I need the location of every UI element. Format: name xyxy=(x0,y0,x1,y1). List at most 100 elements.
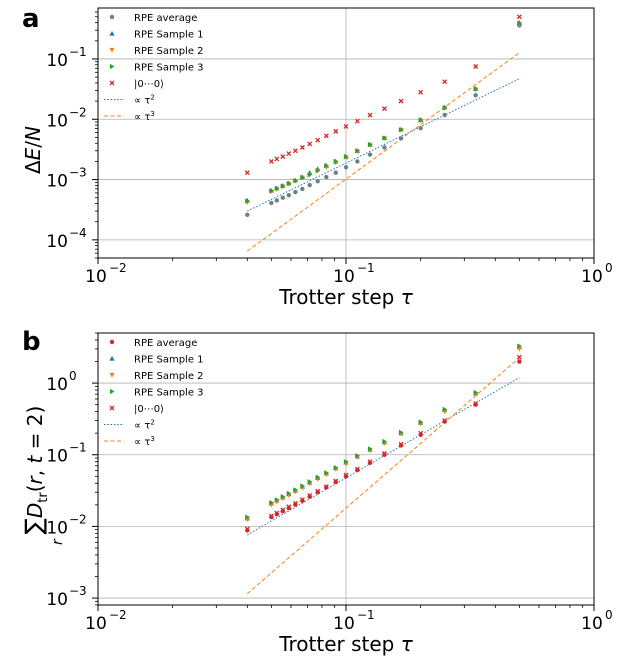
y-tick-exponent: −2 xyxy=(69,512,87,526)
data-point-rpe-average-18 xyxy=(473,93,478,98)
x-tick-label: 10 xyxy=(85,267,107,287)
data-point-rpe-average-18 xyxy=(473,402,478,407)
data-point-0-0-1 xyxy=(268,158,274,164)
legend-label-exponent: 2 xyxy=(150,419,154,427)
y-tick-label: 10 xyxy=(46,447,68,467)
data-point-0-0-9 xyxy=(323,133,329,139)
x-tick-label: 10 xyxy=(333,614,355,634)
y-tick-exponent: −3 xyxy=(69,166,87,180)
y-axis-label-sum: ∑ xyxy=(20,518,48,534)
legend: RPE average RPE Sample 1 RPE Sample 2 RPE S… xyxy=(104,13,204,123)
x-tick-exponent: 0 xyxy=(605,608,613,622)
y-tick-exponent: −1 xyxy=(69,45,87,59)
legend-label-exponent: 2 xyxy=(150,94,154,102)
x-tick-exponent: −2 xyxy=(109,261,127,275)
data-point-0-0-3 xyxy=(280,507,286,513)
x-tick-exponent: −1 xyxy=(357,261,375,275)
y-axis-label: ΔE/N xyxy=(21,126,45,174)
data-point-0-0-0 xyxy=(244,170,250,176)
data-point-0-0-15 xyxy=(398,98,404,104)
y-tick-exponent: −2 xyxy=(69,105,87,119)
data-point-0-0-19 xyxy=(516,14,522,20)
x-tick-label: 10 xyxy=(581,614,603,634)
data-point-rpe-sample-3-7 xyxy=(307,172,313,178)
y-tick-exponent: 0 xyxy=(69,369,77,383)
data-point-0-0-7 xyxy=(307,141,313,147)
data-point-0-0-3 xyxy=(280,154,286,160)
x-axis-label: Trotter step τ xyxy=(278,285,413,309)
data-point-rpe-sample-3-11 xyxy=(343,154,349,160)
legend-label-5: ∝ τ2 xyxy=(134,94,155,107)
data-point-0-0-18 xyxy=(473,64,479,69)
legend-marker-2 xyxy=(109,372,115,378)
x-tick-exponent: −2 xyxy=(109,608,127,622)
data-point-rpe-average-5 xyxy=(293,189,298,195)
data-point-rpe-average-17 xyxy=(442,112,447,118)
data-point-0-0-9 xyxy=(323,484,329,489)
data-point-rpe-average-7 xyxy=(307,494,312,499)
data-point-0-0-14 xyxy=(381,106,387,112)
legend-label-2: RPE Sample 2 xyxy=(134,371,204,382)
data-point-rpe-average-14 xyxy=(382,452,387,457)
data-point-0-0-10 xyxy=(333,478,339,484)
data-point-rpe-average-9 xyxy=(324,174,329,180)
data-point-rpe-average-0 xyxy=(245,212,250,218)
data-point-0-0-15 xyxy=(398,441,404,447)
axes-frame xyxy=(97,7,595,259)
data-point-0-0-7 xyxy=(307,493,313,498)
legend-label-6: ∝ τ3 xyxy=(134,110,155,123)
data-point-0-0-5 xyxy=(292,500,298,506)
data-point-rpe-sample-3-13 xyxy=(367,446,373,452)
legend-label-2: RPE Sample 2 xyxy=(134,46,204,57)
data-point-0-0-8 xyxy=(315,137,321,143)
data-point-0-0-6 xyxy=(299,145,305,150)
data-point-rpe-sample-3-2 xyxy=(274,497,280,503)
legend-marker-4 xyxy=(109,405,115,411)
data-point-0-0-10 xyxy=(333,128,339,134)
data-point-rpe-average-17 xyxy=(442,419,447,424)
data-point-rpe-average-19 xyxy=(517,359,522,364)
y-axis-label-rest: = 2) xyxy=(23,406,47,456)
reference-line-tau2 xyxy=(247,78,520,212)
y-axis-label-comma: , xyxy=(23,464,47,477)
data-point-rpe-average-3 xyxy=(280,195,285,200)
data-point-0-0-5 xyxy=(292,148,298,154)
data-point-rpe-average-15 xyxy=(398,443,404,448)
legend-label-1: RPE Sample 1 xyxy=(134,355,204,366)
data-point-0-0-11 xyxy=(343,123,349,129)
data-point-rpe-average-5 xyxy=(293,502,298,507)
data-point-0-0-16 xyxy=(418,430,424,436)
data-point-rpe-average-8 xyxy=(315,490,320,495)
legend-label-4: |0⋯0⟩ xyxy=(134,79,164,90)
legend-label-1: RPE Sample 1 xyxy=(134,30,204,41)
data-point-rpe-sample-3-5 xyxy=(293,178,298,184)
data-point-rpe-sample-3-11 xyxy=(343,459,349,465)
x-tick-label: 10 xyxy=(85,614,107,634)
x-axis-label: Trotter step τ xyxy=(278,632,413,656)
data-point-rpe-sample-3-7 xyxy=(307,479,313,485)
y-axis-label-sum-index: r xyxy=(50,538,66,545)
data-point-rpe-average-11 xyxy=(343,165,349,170)
y-axis-label-E: E xyxy=(21,147,45,160)
data-point-rpe-sample-3-15 xyxy=(398,127,404,133)
data-point-0-0-17 xyxy=(442,418,448,424)
y-tick-label: 10 xyxy=(46,51,68,71)
data-point-rpe-sample-3-14 xyxy=(382,438,388,445)
reference-line-tau3 xyxy=(246,357,520,595)
data-point-rpe-sample-3-6 xyxy=(300,483,305,489)
panel-a-letter: a xyxy=(22,4,40,34)
data-point-rpe-sample-3-18 xyxy=(473,389,479,396)
data-point-rpe-average-1 xyxy=(269,200,274,206)
data-point-rpe-average-1 xyxy=(269,514,274,520)
data-point-0-0-11 xyxy=(343,472,349,478)
legend-label-3: RPE Sample 3 xyxy=(134,388,204,399)
data-point-rpe-sample-3-10 xyxy=(333,465,339,471)
data-point-rpe-sample-3-5 xyxy=(293,487,298,493)
data-point-rpe-sample-3-0 xyxy=(245,514,250,520)
reference-line-tau3 xyxy=(247,52,520,252)
data-point-rpe-average-11 xyxy=(343,474,349,479)
data-point-rpe-sample-3-13 xyxy=(367,141,373,148)
